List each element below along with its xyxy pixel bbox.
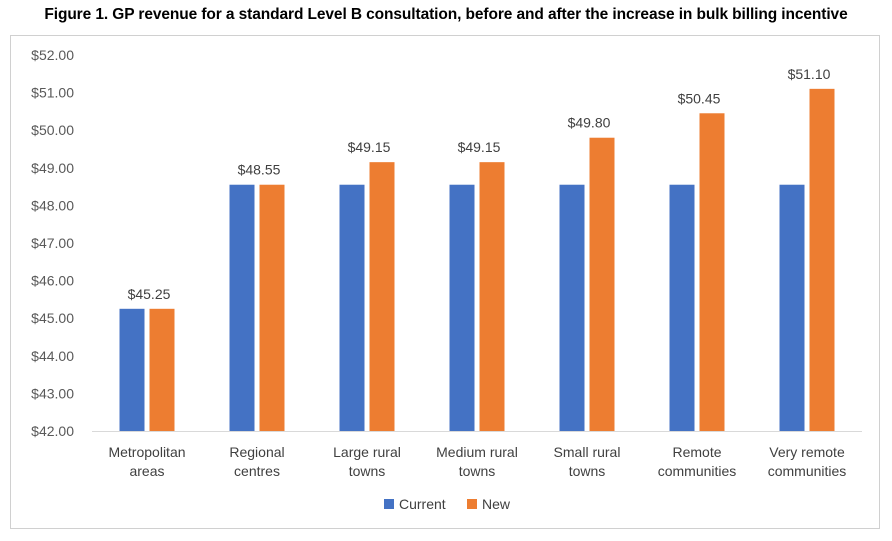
legend: Current New: [384, 496, 511, 512]
data-label: $49.15: [348, 139, 391, 155]
legend-swatch-current: [384, 499, 394, 509]
x-category-label: Medium rural: [436, 444, 518, 460]
bar-current-2: [339, 184, 365, 431]
bar-new-4: [589, 137, 615, 431]
x-category-label: communities: [658, 463, 737, 479]
data-label: $51.10: [788, 66, 831, 82]
x-category-label: centres: [234, 463, 280, 479]
y-tick-label: $47.00: [31, 235, 74, 251]
bar-current-0: [119, 308, 145, 431]
y-tick-label: $52.00: [31, 47, 74, 63]
y-tick-label: $44.00: [31, 348, 74, 364]
bar-current-5: [669, 184, 695, 431]
bar-new-0: [149, 308, 175, 431]
data-label: $50.45: [678, 90, 721, 106]
data-labels: $45.25 $48.55 $49.15 $49.15 $49.80 $50.45 $51.…: [128, 66, 831, 302]
y-tick-label: $42.00: [31, 423, 74, 439]
x-category-label: towns: [569, 463, 606, 479]
bar-new-2: [369, 162, 395, 431]
x-axis-categories: Metropolitan areas Regional centres Large ru…: [108, 444, 846, 479]
x-category-label: Large rural: [333, 444, 401, 460]
bar-new-5: [699, 113, 725, 431]
x-category-label: Metropolitan: [108, 444, 185, 460]
bar-new-1: [259, 184, 285, 431]
data-label: $45.25: [128, 286, 171, 302]
x-category-label: Remote: [672, 444, 721, 460]
y-axis-ticks: $42.00 $43.00 $44.00 $45.00 $46.00 $47.00 $48.…: [31, 47, 74, 439]
x-category-label: towns: [349, 463, 386, 479]
bar-current-3: [449, 184, 475, 431]
y-tick-label: $45.00: [31, 310, 74, 326]
bar-new-6: [809, 88, 835, 431]
x-category-label: communities: [768, 463, 847, 479]
x-category-label: areas: [129, 463, 164, 479]
data-label: $48.55: [238, 162, 281, 178]
legend-swatch-new: [467, 499, 477, 509]
data-label: $49.15: [458, 139, 501, 155]
bar-current-6: [779, 184, 805, 431]
y-tick-label: $49.00: [31, 160, 74, 176]
bar-current-1: [229, 184, 255, 431]
legend-label-current: Current: [399, 496, 446, 512]
chart-frame: [10, 35, 880, 529]
chart-title: Figure 1. GP revenue for a standard Leve…: [44, 6, 848, 23]
y-tick-label: $50.00: [31, 122, 74, 138]
x-category-label: Small rural: [554, 444, 621, 460]
bar-current-4: [559, 184, 585, 431]
y-tick-label: $43.00: [31, 385, 74, 401]
bars: [119, 88, 835, 431]
bar-new-3: [479, 162, 505, 431]
x-category-label: towns: [459, 463, 496, 479]
y-tick-label: $48.00: [31, 197, 74, 213]
data-label: $49.80: [568, 115, 611, 131]
x-category-label: Very remote: [769, 444, 845, 460]
legend-label-new: New: [482, 496, 511, 512]
y-tick-label: $51.00: [31, 85, 74, 101]
y-tick-label: $46.00: [31, 273, 74, 289]
x-category-label: Regional: [229, 444, 284, 460]
